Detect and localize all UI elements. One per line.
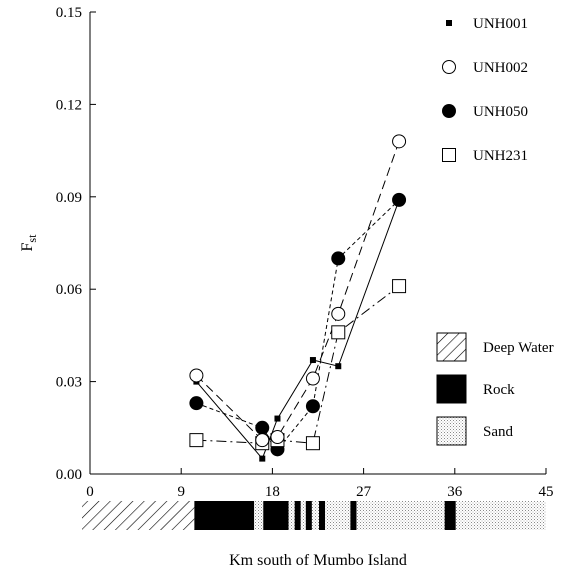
series-markers: [189, 134, 407, 462]
legend-marker-unh231: [442, 148, 456, 162]
series-line-unh002: [196, 141, 400, 441]
data-point-unh002: [392, 134, 407, 149]
data-point-unh001: [396, 196, 403, 203]
habitat-swatch-deep-water: [436, 332, 467, 362]
plot-axes: [89, 12, 546, 475]
data-point-unh001: [335, 363, 342, 370]
y-axis-label: Fst: [19, 234, 39, 252]
habitat-label-rock: Rock: [483, 382, 515, 398]
x-tick-label: 45: [539, 484, 554, 500]
habitat-segment-sand: [455, 501, 546, 530]
habitat-segment-rock: [319, 501, 326, 530]
data-point-unh001: [274, 415, 281, 422]
habitat-legend: Deep Water Rock Sand: [436, 332, 554, 446]
y-tick-label: 0.03: [56, 375, 82, 391]
habitat-segment-rock: [194, 501, 255, 530]
y-ticks: 0.00 0.03 0.06 0.09 0.12 0.15: [56, 5, 96, 483]
data-point-unh050: [189, 396, 204, 411]
legend-label-unh050: UNH050: [473, 104, 528, 120]
series-line-unh050: [196, 199, 400, 451]
habitat-segment-deep-water: [82, 501, 195, 530]
x-tick-label: 9: [177, 484, 185, 500]
habitat-segment-rock: [350, 501, 357, 530]
series-line-unh001: [196, 199, 400, 460]
legend-marker-unh050: [442, 104, 456, 118]
series-line-unh231: [196, 285, 400, 444]
data-point-unh001: [309, 357, 316, 364]
data-point-unh231: [189, 433, 204, 448]
x-axis-label: Km south of Mumbo Island: [229, 552, 407, 569]
legend-label-unh001: UNH001: [473, 16, 528, 32]
data-point-unh231: [331, 325, 346, 340]
habitat-segment-sand: [254, 501, 264, 530]
series-legend: UNH001 UNH002 UNH050 UNH231: [442, 16, 528, 164]
y-tick-label: 0.00: [56, 467, 82, 483]
habitat-bar: [82, 501, 546, 530]
habitat-label-deep-water: Deep Water: [483, 340, 554, 356]
habitat-segment-rock: [444, 501, 456, 530]
series-lines: [196, 141, 400, 460]
x-tick-label: 18: [265, 484, 280, 500]
habitat-segment-sand: [356, 501, 445, 530]
x-tick-label: 27: [356, 484, 372, 500]
habitat-segment-sand: [300, 501, 306, 530]
y-tick-label: 0.15: [56, 5, 82, 21]
data-point-unh050: [255, 420, 270, 435]
data-point-unh001: [259, 455, 266, 462]
data-point-unh231: [392, 279, 407, 294]
y-tick-label: 0.06: [56, 282, 83, 298]
data-point-unh231: [305, 436, 320, 451]
habitat-swatch-rock: [436, 374, 467, 404]
data-point-unh002: [305, 371, 320, 386]
legend-marker-unh002: [442, 60, 456, 74]
habitat-segment-rock: [294, 501, 301, 530]
legend-label-unh002: UNH002: [473, 60, 528, 76]
x-tick-label: 36: [447, 484, 463, 500]
habitat-segment-rock: [305, 501, 312, 530]
habitat-swatch-sand: [436, 416, 467, 446]
x-ticks: 0 9 18 27 36 45: [86, 468, 554, 500]
legend-label-unh231: UNH231: [473, 148, 528, 164]
data-point-unh002: [189, 368, 204, 383]
data-point-unh050: [331, 251, 346, 266]
habitat-segment-sand: [325, 501, 351, 530]
habitat-label-sand: Sand: [483, 424, 514, 440]
legend-marker-unh001: [446, 20, 452, 26]
y-tick-label: 0.09: [56, 190, 82, 206]
data-point-unh050: [305, 399, 320, 414]
habitat-segment-sand: [311, 501, 320, 530]
y-tick-label: 0.12: [56, 97, 82, 113]
data-point-unh002: [270, 430, 285, 445]
series-layer: [189, 134, 407, 462]
habitat-segment-sand: [288, 501, 295, 530]
habitat-segment-rock: [263, 501, 289, 530]
data-point-unh002: [331, 306, 346, 321]
data-point-unh002: [255, 433, 270, 448]
x-tick-label: 0: [86, 484, 94, 500]
